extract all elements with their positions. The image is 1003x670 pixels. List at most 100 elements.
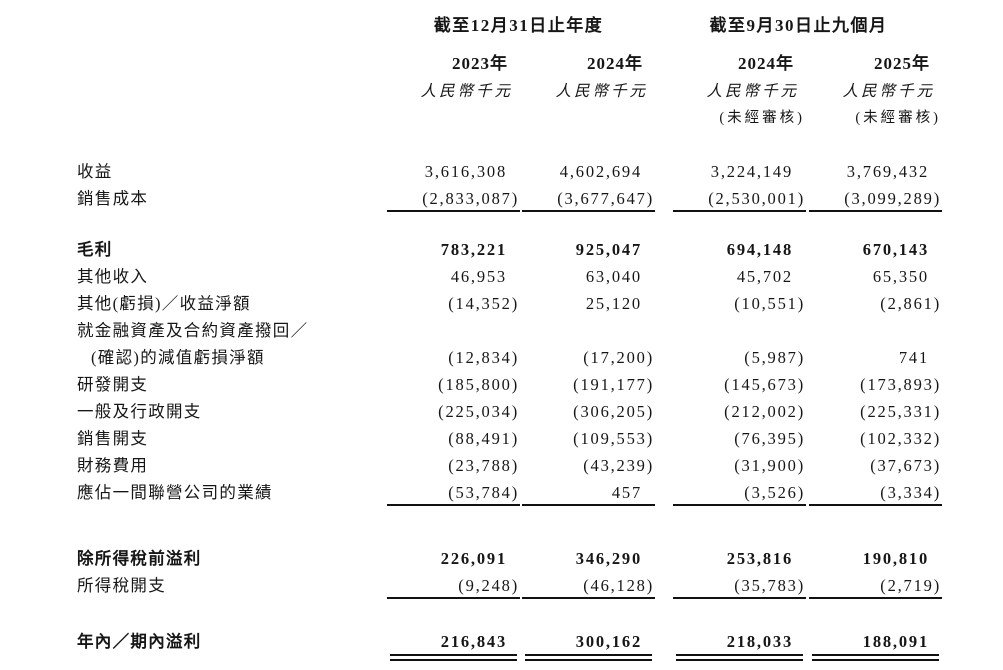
section-gap	[77, 212, 942, 236]
cell-value: 457	[520, 479, 655, 506]
cell-value: (3,334)	[806, 479, 942, 506]
table-header: 截至12月31日止年度 截至9月30日止九個月 2023年 2024年 2024…	[77, 8, 942, 133]
table-row: 財務費用 (23,788) (43,239) (31,900) (37,673)	[77, 452, 942, 479]
section-gap	[77, 506, 942, 545]
period-group-row: 截至12月31日止年度 截至9月30日止九個月	[77, 8, 942, 49]
table-row: 其他收入 46,953 63,040 45,702 65,350	[77, 263, 942, 290]
cell-value	[382, 317, 520, 344]
cell-value: (3,526)	[655, 479, 806, 506]
cell-value	[655, 317, 806, 344]
cell-value: (17,200)	[583, 348, 654, 367]
cell-value: (23,788)	[448, 456, 519, 475]
row-label: 應佔一間聯營公司的業績	[77, 483, 273, 502]
cell-value: 694,148	[726, 240, 793, 259]
table-row: 就金融資產及合約資產撥回／	[77, 317, 942, 344]
table-row: 年內／期內溢利 216,843 300,162 218,033 188,091	[77, 628, 942, 661]
cell-value: (2,833,087)	[382, 185, 520, 212]
cell-value: (2,719)	[806, 572, 942, 599]
cell-value: 346,290	[575, 549, 642, 568]
cell-value: (145,673)	[724, 375, 805, 394]
cell-value: 253,816	[726, 549, 793, 568]
row-label: 所得稅開支	[77, 576, 166, 595]
cell-value: 216,843	[382, 628, 520, 661]
year-header: 2024年	[587, 54, 643, 73]
cell-value: 45,702	[736, 267, 793, 286]
currency-unit-label: 人民幣千元	[555, 83, 648, 100]
cell-value: 226,091	[440, 549, 507, 568]
cell-value: 63,040	[585, 267, 642, 286]
cell-value: (225,034)	[438, 402, 519, 421]
unit-header-row: 人民幣千元 人民幣千元 人民幣千元 人民幣千元	[77, 79, 942, 106]
table-row: 毛利 783,221 925,047 694,148 670,143	[77, 236, 942, 263]
row-label: 銷售開支	[77, 429, 149, 448]
year-header: 2025年	[874, 54, 930, 73]
row-label: 除所得稅前溢利	[77, 549, 202, 568]
row-label: 銷售成本	[77, 189, 149, 208]
currency-unit-label: 人民幣千元	[842, 83, 935, 100]
cell-value: 300,162	[520, 628, 655, 661]
cell-value: (12,834)	[448, 348, 519, 367]
header-spacer-cell	[77, 8, 382, 49]
year-header: 2024年	[738, 54, 794, 73]
cell-value: (102,332)	[860, 429, 941, 448]
cell-value: (43,239)	[583, 456, 654, 475]
cell-value	[520, 317, 655, 344]
table-row: 銷售開支 (88,491) (109,553) (76,395) (102,332)	[77, 425, 942, 452]
cell-value: (46,128)	[520, 572, 655, 599]
table-row: 其他(虧損)／收益淨額 (14,352) 25,120 (10,551) (2,861)	[77, 290, 942, 317]
unaudited-note	[520, 106, 655, 133]
header-spacer-cell	[77, 49, 382, 79]
cell-value: (109,553)	[573, 429, 654, 448]
cell-value: (2,530,001)	[655, 185, 806, 212]
cell-value: (76,395)	[734, 429, 805, 448]
unaudited-note	[382, 106, 520, 133]
cell-value: (88,491)	[448, 429, 519, 448]
cell-value: 190,810	[862, 549, 929, 568]
row-label: 收益	[77, 162, 113, 181]
unaudited-note: (未經審核)	[719, 110, 805, 126]
cell-value: (306,205)	[573, 402, 654, 421]
cell-value: (185,800)	[438, 375, 519, 394]
header-spacer-cell	[77, 106, 382, 133]
cell-value: (14,352)	[448, 294, 519, 313]
currency-unit-label: 人民幣千元	[420, 83, 513, 100]
cell-value: 46,953	[450, 267, 507, 286]
table-row: 應佔一間聯營公司的業績 (53,784) 457 (3,526) (3,334)	[77, 479, 942, 506]
cell-value: 3,224,149	[710, 162, 793, 181]
cell-value: (225,331)	[860, 402, 941, 421]
cell-value: 741	[898, 348, 929, 367]
year-header: 2023年	[452, 54, 508, 73]
cell-value: 218,033	[655, 628, 806, 661]
table-row: 一般及行政開支 (225,034) (306,205) (212,002) (225,3…	[77, 398, 942, 425]
cell-value: (31,900)	[734, 456, 805, 475]
unaudited-note: (未經審核)	[855, 110, 941, 126]
cell-value: 3,769,432	[846, 162, 929, 181]
cell-value: (10,551)	[734, 294, 805, 313]
cell-value: 25,120	[585, 294, 642, 313]
cell-value: (173,893)	[860, 375, 941, 394]
cell-value: 4,602,694	[559, 162, 642, 181]
cell-value: 3,616,308	[424, 162, 507, 181]
section-gap	[77, 133, 942, 158]
cell-value: 188,091	[806, 628, 942, 661]
row-label: 研發開支	[77, 375, 149, 394]
cell-value: (53,784)	[382, 479, 520, 506]
cell-value: 670,143	[862, 240, 929, 259]
row-label: 毛利	[77, 240, 113, 259]
cell-value: (37,673)	[870, 456, 941, 475]
row-label: 財務費用	[77, 456, 149, 475]
table-row: 收益 3,616,308 4,602,694 3,224,149 3,769,432	[77, 158, 942, 185]
table-row: 所得稅開支 (9,248) (46,128) (35,783) (2,719)	[77, 572, 942, 599]
table-row: 除所得稅前溢利 226,091 346,290 253,816 190,810	[77, 545, 942, 572]
table-row: 銷售成本 (2,833,087) (3,677,647) (2,530,001) (3,…	[77, 185, 942, 212]
row-label: 就金融資產及合約資產撥回／	[77, 321, 309, 340]
row-label: 其他(虧損)／收益淨額	[77, 294, 251, 313]
cell-value: (3,677,647)	[520, 185, 655, 212]
cell-value: (5,987)	[744, 348, 805, 367]
row-label: 年內／期內溢利	[77, 632, 202, 651]
cell-value: (3,099,289)	[806, 185, 942, 212]
period-group-year-ended: 截至12月31日止年度	[433, 16, 604, 35]
table-row: (確認)的減值虧損淨額 (12,834) (17,200) (5,987) 741	[77, 344, 942, 371]
cell-value: 783,221	[440, 240, 507, 259]
